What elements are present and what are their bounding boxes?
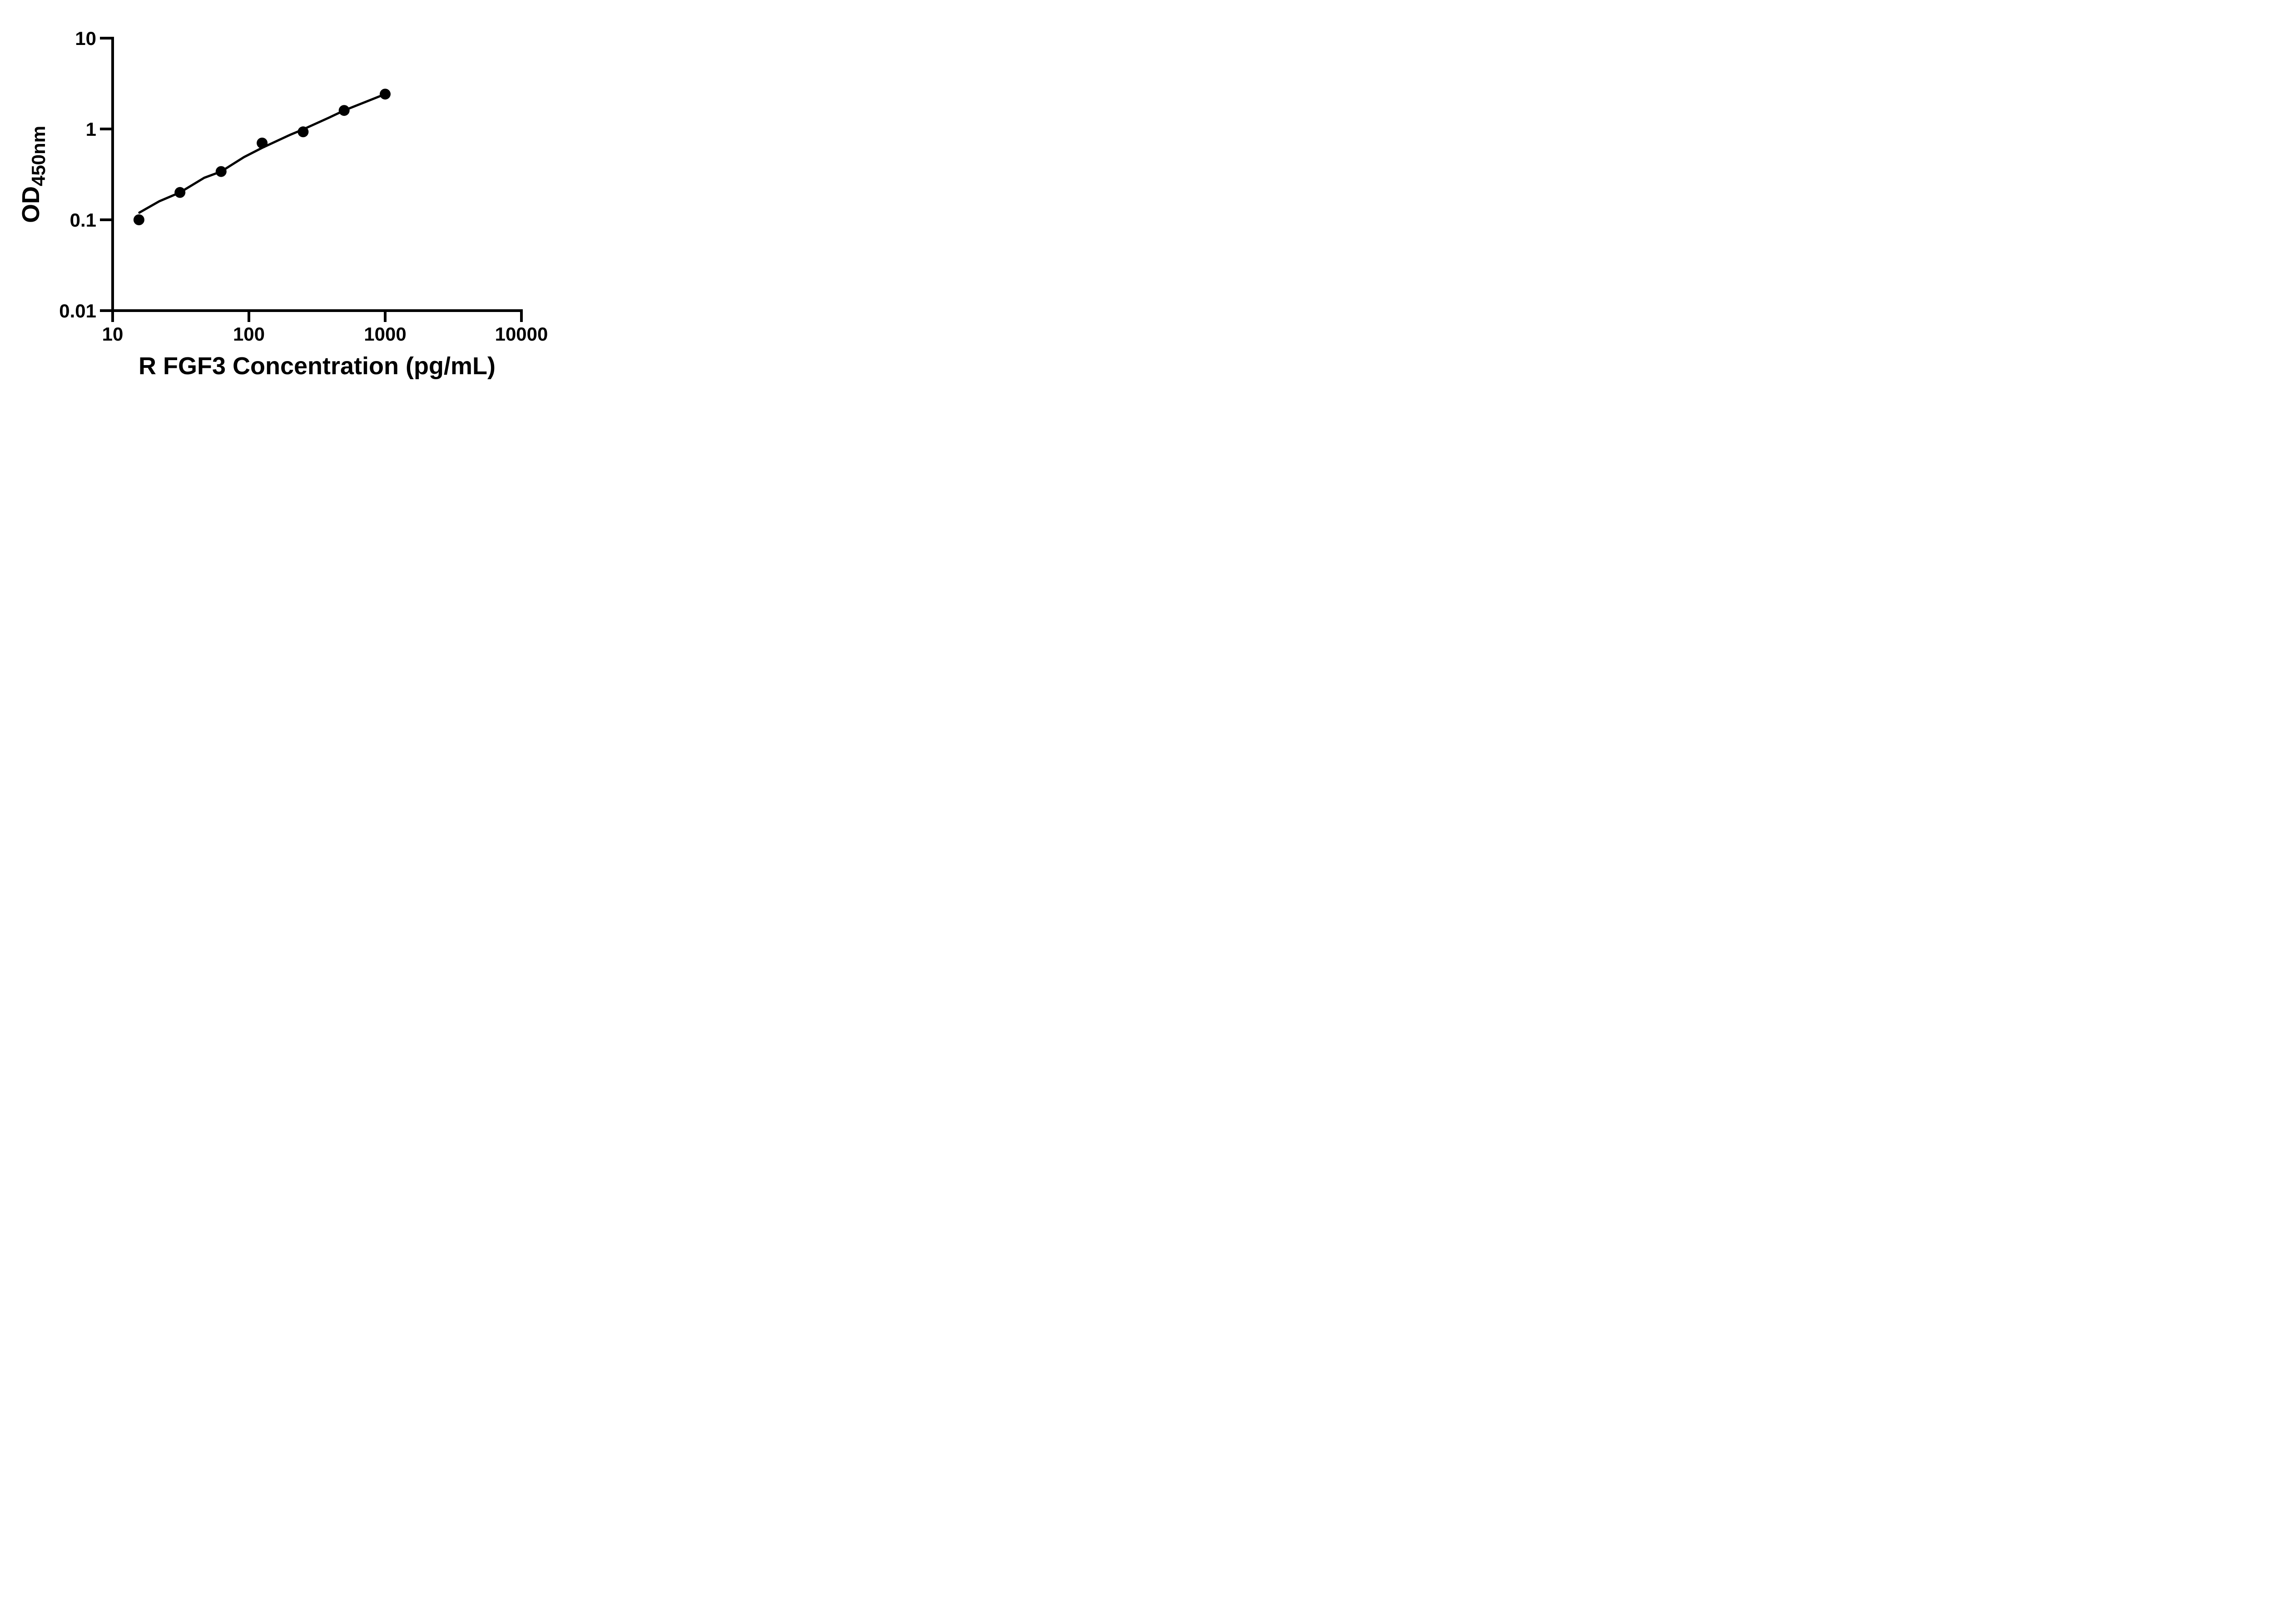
plot-area: 10 1 0.1 0.01 10 100 1000 10000 <box>59 28 548 345</box>
y-tick-label-1: 1 <box>86 119 96 140</box>
data-point-31.2 <box>174 187 186 198</box>
elisa-standard-curve-figure: 10 1 0.1 0.01 10 100 1000 10000 R FGF3 Concentr… <box>0 0 584 406</box>
data-point-1000 <box>380 89 391 100</box>
x-axis-title: R FGF3 Concentration (pg/mL) <box>139 352 496 380</box>
y-axis-title: OD450nm <box>17 126 49 223</box>
chart-canvas: 10 1 0.1 0.01 10 100 1000 10000 R FGF3 Concentr… <box>17 28 548 380</box>
x-tick-label-1000: 1000 <box>364 323 406 345</box>
data-point-250 <box>298 126 309 138</box>
data-point-500 <box>338 105 350 116</box>
y-axis-title-main: OD <box>17 186 45 223</box>
data-point-62.5 <box>215 166 227 177</box>
x-tick-label-10: 10 <box>102 323 124 345</box>
y-axis-title-subscript: 450nm <box>28 126 49 186</box>
y-tick-label-0.1: 0.1 <box>70 209 96 231</box>
x-tick-label-10000: 10000 <box>495 323 548 345</box>
y-tick-label-10: 10 <box>75 28 96 49</box>
data-point-125 <box>257 138 268 149</box>
x-tick-label-100: 100 <box>233 323 265 345</box>
y-tick-label-0.01: 0.01 <box>59 300 96 322</box>
data-point-15.6 <box>133 214 144 225</box>
